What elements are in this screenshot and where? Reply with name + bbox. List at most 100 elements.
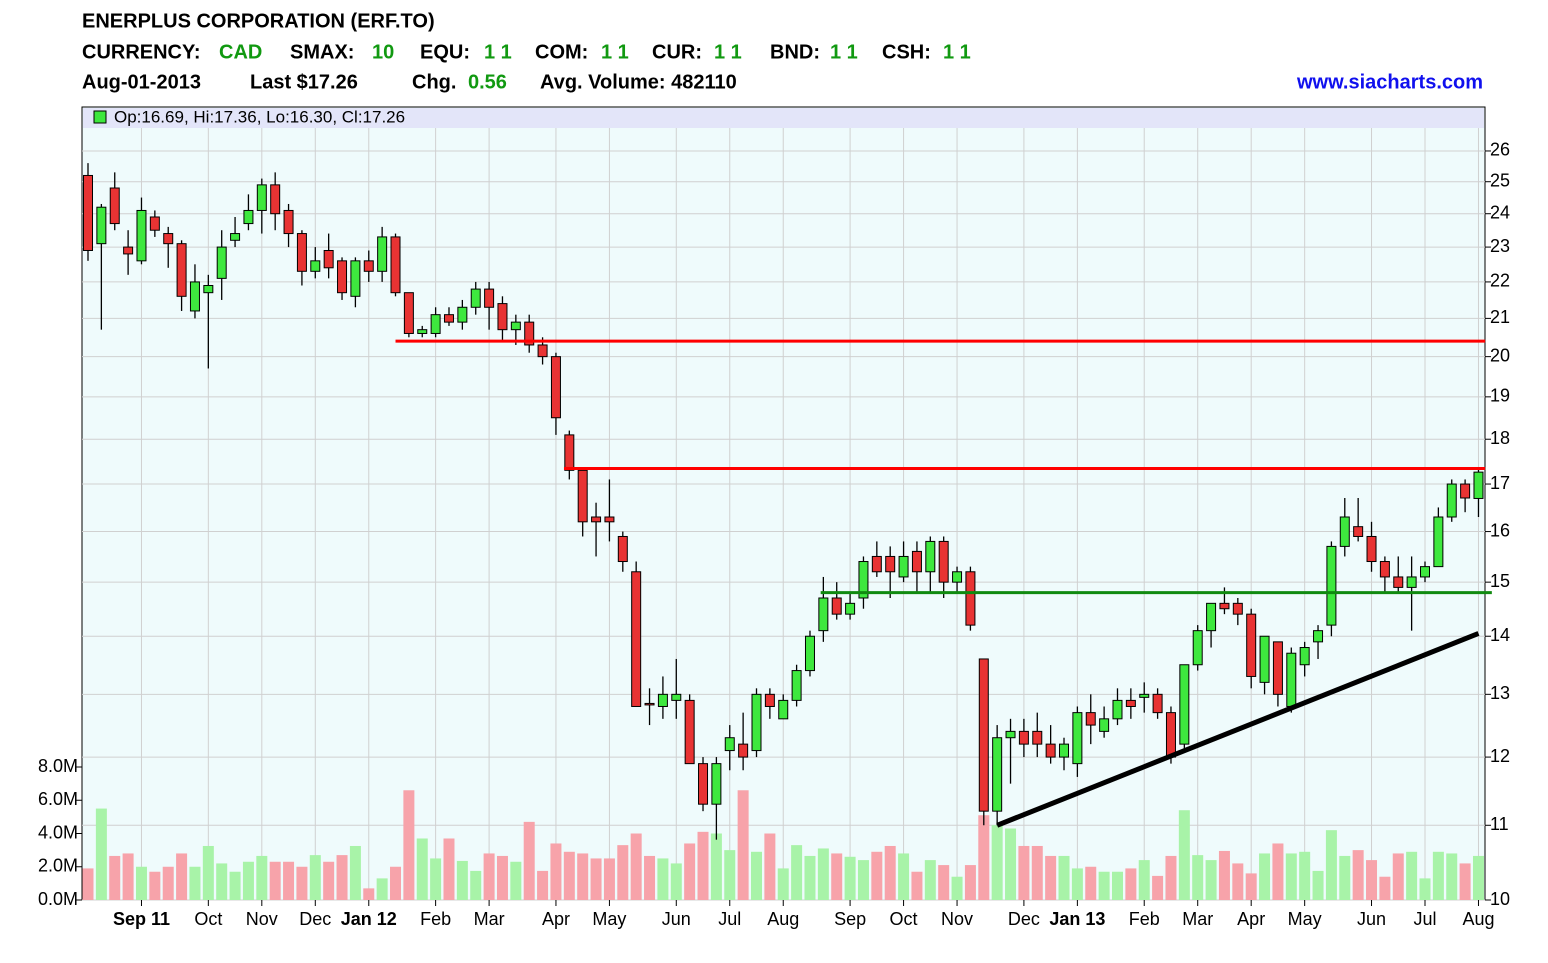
- volume-bar: [844, 856, 856, 900]
- volume-bar: [577, 853, 589, 900]
- candle-body: [1045, 743, 1056, 758]
- field-value: 1 1: [714, 41, 742, 63]
- candle-body: [617, 535, 628, 563]
- volume-bar: [817, 848, 829, 900]
- candle-body: [965, 571, 976, 626]
- candle-body: [377, 236, 388, 272]
- candle-body: [109, 187, 120, 225]
- candle-body: [1393, 576, 1404, 588]
- volume-bar: [1232, 863, 1244, 900]
- volume-bar: [336, 855, 348, 900]
- y-tick-label: 13: [1490, 683, 1510, 703]
- volume-bar: [256, 855, 268, 900]
- candle-body: [1125, 699, 1136, 707]
- candle-body: [1099, 718, 1110, 732]
- volume-bar: [1392, 853, 1404, 900]
- volume-bar: [630, 833, 642, 900]
- volume-bar: [764, 833, 776, 900]
- volume-bar: [216, 863, 228, 900]
- volume-bar: [1071, 868, 1083, 900]
- candle-body: [350, 260, 361, 297]
- change-label: Chg.: [412, 71, 456, 93]
- candle-body: [363, 260, 374, 272]
- volume-bar: [991, 825, 1003, 900]
- volume-bar: [737, 790, 749, 900]
- volume-bar: [296, 866, 308, 900]
- candle-body: [243, 209, 254, 225]
- candle-body: [1339, 516, 1350, 547]
- x-tick-label: Jun: [662, 909, 691, 929]
- volume-bar: [1366, 860, 1378, 900]
- volume-bar: [1419, 878, 1431, 900]
- candle-body: [698, 763, 709, 805]
- volume-bar: [349, 845, 361, 900]
- x-tick-label: Nov: [941, 909, 973, 929]
- volume-bar: [1165, 855, 1177, 900]
- field-label: CURRENCY:: [82, 41, 201, 63]
- y-tick-label: 14: [1490, 625, 1510, 645]
- candle-body: [1286, 652, 1297, 707]
- volume-bar: [697, 831, 709, 900]
- candle-body: [992, 737, 1003, 812]
- candle-body: [1246, 613, 1257, 677]
- candle-body: [1272, 641, 1283, 695]
- candle-body: [1353, 526, 1364, 537]
- candle-body: [510, 321, 521, 331]
- volume-bar: [1406, 851, 1418, 900]
- candle-body: [1206, 602, 1217, 632]
- y-tick-label: 16: [1490, 520, 1510, 540]
- volume-bar: [1205, 860, 1217, 900]
- candle-body: [631, 571, 642, 707]
- volume-bar: [1031, 845, 1043, 900]
- candle-body: [1112, 699, 1123, 720]
- volume-bar: [657, 858, 669, 900]
- candle-body: [96, 206, 107, 245]
- candle-body: [885, 555, 896, 573]
- candle-body: [149, 216, 160, 231]
- volume-bar: [1312, 870, 1324, 900]
- volume-bar: [1058, 855, 1070, 900]
- candle-body: [1473, 471, 1484, 499]
- candle-body: [497, 303, 508, 331]
- candle-body: [417, 329, 428, 334]
- candle-body: [337, 260, 348, 294]
- candle-body: [443, 314, 454, 323]
- volume-bar: [1459, 863, 1471, 900]
- candle-body: [230, 233, 241, 241]
- candle-body: [189, 281, 200, 312]
- volume-bar: [122, 853, 134, 900]
- x-tick-label: Sep: [834, 909, 866, 929]
- legend-text: Op:16.69, Hi:17.36, Lo:16.30, Cl:17.26: [114, 107, 405, 126]
- candle-body: [1005, 730, 1016, 739]
- volume-bar: [242, 861, 254, 900]
- candle-body: [791, 670, 802, 701]
- candle-body: [537, 344, 548, 358]
- volume-bar: [82, 868, 94, 900]
- volume-bar: [1245, 873, 1257, 900]
- candle-body: [1460, 483, 1471, 499]
- y-tick-label: 23: [1490, 236, 1510, 256]
- volume-bar: [644, 855, 656, 900]
- candle-body: [738, 743, 749, 758]
- volume-bar: [670, 863, 682, 900]
- volume-bar: [1018, 845, 1030, 900]
- x-tick-label: Apr: [1237, 909, 1265, 929]
- volume-bar: [951, 876, 963, 900]
- candle-body: [524, 321, 535, 346]
- candle-body: [136, 209, 147, 262]
- candle-body: [564, 434, 575, 471]
- x-tick-label: May: [592, 909, 626, 929]
- last-price: Last $17.26: [250, 71, 358, 93]
- website[interactable]: www.siacharts.com: [1296, 71, 1483, 93]
- x-tick-label: Aug: [1462, 909, 1494, 929]
- volume-bar: [1152, 875, 1164, 900]
- y-tick-label: 26: [1490, 140, 1510, 160]
- date: Aug-01-2013: [82, 71, 201, 93]
- volume-bar: [1472, 855, 1484, 900]
- volume-bar: [1379, 876, 1391, 900]
- volume-bar: [617, 845, 629, 900]
- avg-volume: Avg. Volume: 482110: [540, 71, 737, 93]
- y-tick-label: 15: [1490, 571, 1510, 591]
- candle-body: [751, 693, 762, 752]
- candle-body: [470, 288, 481, 308]
